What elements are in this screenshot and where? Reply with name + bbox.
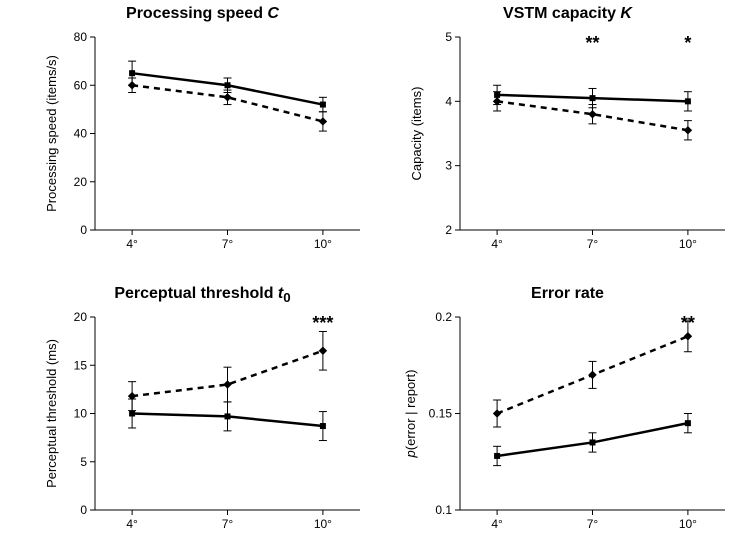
y-tick-label: 5 [80, 455, 87, 469]
plot-svg: 0 20 40 60 80 4° 7° 10° [30, 5, 375, 265]
x-tick-label: 10° [314, 517, 332, 531]
y-tick-label: 15 [74, 358, 88, 372]
x-tick-label: 10° [679, 517, 697, 531]
y-tick-label: 40 [74, 127, 88, 141]
significance-marker: ** [681, 313, 695, 333]
y-tick-label: 0.2 [435, 310, 452, 324]
x-tick-label: 7° [587, 517, 599, 531]
x-tick-label: 10° [679, 237, 697, 251]
x-tick-label: 10° [314, 237, 332, 251]
y-tick-label: 0 [80, 503, 87, 517]
plot-svg: 0.1 0.15 0.2 4° 7° 10° ** p(error | report) [395, 285, 740, 545]
x-tick-label: 4° [126, 237, 138, 251]
significance-marker: ** [585, 33, 599, 53]
y-axis-label: p(error | report) [403, 370, 418, 459]
y-axis-label: Perceptual threshold (ms) [44, 317, 59, 510]
plot-svg: 0 5 10 15 20 4° 7° 10° *** [30, 285, 375, 545]
y-tick-label: 20 [74, 175, 88, 189]
y-tick-label: 10 [74, 407, 88, 421]
y-tick-label: 2 [445, 223, 452, 237]
x-tick-label: 7° [222, 517, 234, 531]
y-tick-label: 3 [445, 159, 452, 173]
plot-svg: 23454°7°10°*** [395, 5, 740, 265]
y-tick-label: 0 [80, 223, 87, 237]
chart-title: Error rate [395, 285, 740, 303]
chart-title: VSTM capacity K [395, 5, 740, 23]
y-axis-label: Processing speed (items/s) [44, 37, 59, 230]
x-tick-label: 4° [491, 237, 503, 251]
y-tick-label: 0.1 [435, 503, 452, 517]
y-tick-label: 60 [74, 78, 88, 92]
chart-error-rate: Error rate 0.1 0.15 0.2 4° 7° 10° ** p(error | r… [395, 285, 740, 545]
x-tick-label: 7° [587, 237, 599, 251]
chart-vstm-capacity: VSTM capacity K Capacity (items) 2 3 4 5 4° 7° 1… [395, 5, 740, 265]
chart-perceptual-threshold: Perceptual threshold t0 Perceptual thresh… [30, 285, 375, 545]
y-tick-label: 5 [445, 30, 452, 44]
y-tick-label: 4 [445, 94, 452, 108]
chart-title: Perceptual threshold t0 [30, 285, 375, 305]
y-tick-label: 0.15 [429, 407, 453, 421]
x-tick-label: 4° [126, 517, 138, 531]
figure-2x2-charts: { "global": { "background_color": "#ffff… [0, 0, 750, 553]
y-tick-label: 80 [74, 30, 88, 44]
x-tick-label: 4° [491, 517, 503, 531]
chart-title: Processing speed C [30, 5, 375, 23]
significance-marker: *** [312, 313, 333, 333]
chart-processing-speed: Processing speed C Processing speed (item… [30, 5, 375, 265]
x-tick-label: 7° [222, 237, 234, 251]
y-axis-label: Capacity (items) [409, 37, 424, 230]
y-tick-label: 20 [74, 310, 88, 324]
significance-marker: * [684, 33, 691, 53]
